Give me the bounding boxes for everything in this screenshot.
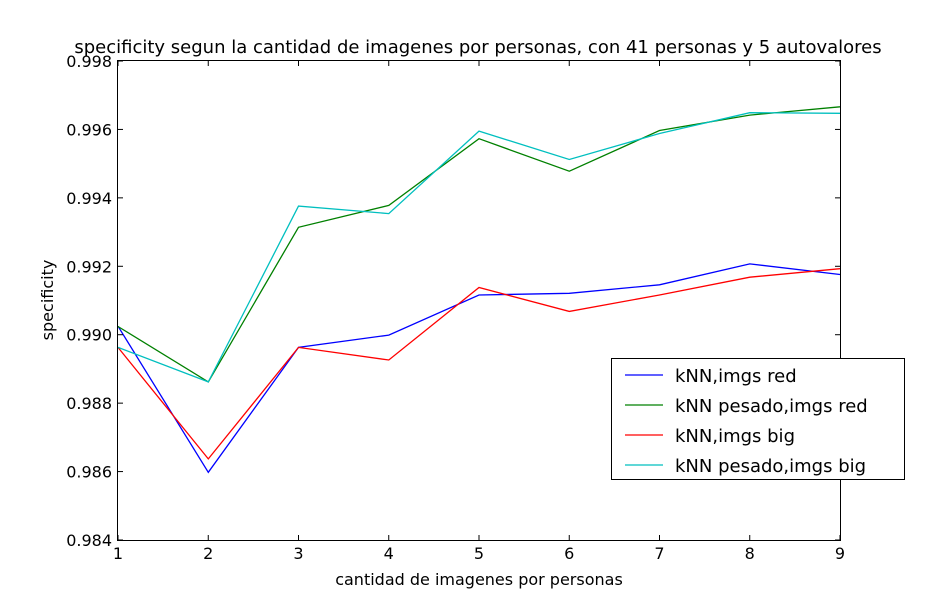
legend-label-1: kNN,imgs red — [675, 366, 797, 387]
plot-frame — [117, 60, 841, 541]
legend-label-2: kNN pesado,imgs red — [675, 396, 868, 417]
y-tick-label: 0.996 — [66, 120, 112, 139]
legend-box — [611, 358, 905, 480]
y-axis-label: specificity — [38, 260, 57, 341]
y-tick-label: 0.988 — [66, 394, 112, 413]
y-tick-label: 0.986 — [66, 463, 112, 482]
x-tick-label: 8 — [745, 544, 755, 563]
y-tick-label: 0.984 — [66, 531, 112, 550]
x-tick-label: 7 — [654, 544, 664, 563]
x-tick-label: 1 — [113, 544, 123, 563]
y-tick-label: 0.990 — [66, 326, 112, 345]
series-line-3 — [117, 268, 841, 460]
x-tick-label: 3 — [293, 544, 303, 563]
x-tick-label: 9 — [835, 544, 845, 563]
y-tick-label: 0.992 — [66, 257, 112, 276]
x-tick-label: 6 — [564, 544, 574, 563]
y-tick-label: 0.994 — [66, 189, 112, 208]
series-layer — [117, 106, 841, 474]
chart-title: specificity segun la cantidad de imagene… — [74, 37, 881, 58]
x-tick-label: 2 — [203, 544, 213, 563]
series-line-2 — [117, 106, 841, 383]
legend-label-4: kNN pesado,imgs big — [675, 456, 866, 477]
x-axis-label: cantidad de imagenes por personas — [335, 570, 623, 589]
series-line-4 — [117, 112, 841, 383]
series-line-1 — [117, 263, 841, 474]
y-tick-label: 0.998 — [66, 52, 112, 71]
x-tick-label: 5 — [474, 544, 484, 563]
ticks-layer: 1 2 3 4 5 6 7 8 9 0.984 0.986 0.988 0.990 0.992 0.994 0… — [66, 52, 845, 563]
legend: kNN,imgs red kNN pesado,imgs red kNN,imgs … — [611, 358, 905, 480]
x-tick-label: 4 — [384, 544, 394, 563]
legend-label-3: kNN,imgs big — [675, 426, 795, 447]
